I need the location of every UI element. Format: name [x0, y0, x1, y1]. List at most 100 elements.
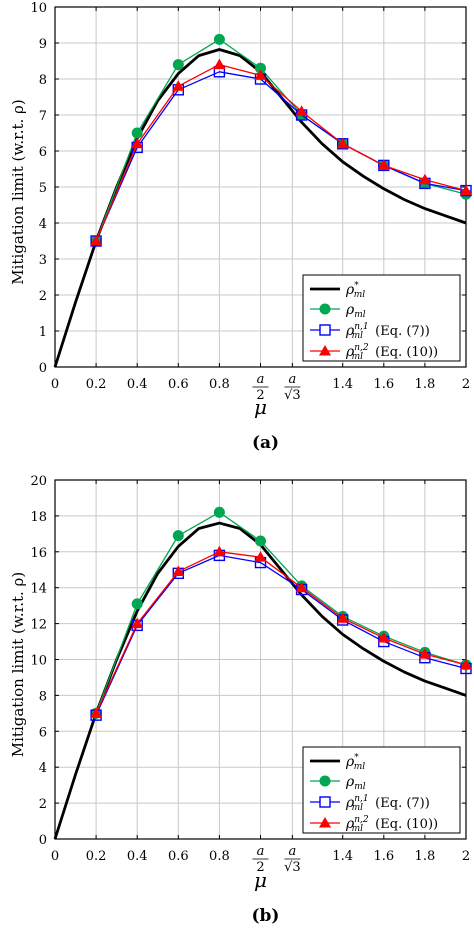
data-point — [131, 598, 143, 610]
data-point — [213, 545, 226, 557]
y-tick-label: 10 — [30, 654, 47, 669]
series-line — [95, 71, 467, 242]
data-point — [460, 658, 472, 670]
x-tick-label: 1.6 — [373, 849, 394, 864]
legend-marker — [319, 796, 331, 808]
x-tick-label: 1.6 — [373, 377, 394, 392]
data-point — [172, 565, 185, 577]
x-tick-denominator: √3 — [284, 860, 301, 875]
y-tick-label: 2 — [39, 289, 47, 304]
data-point — [131, 617, 144, 629]
x-tick-label-fraction: a√3 — [284, 372, 301, 403]
y-tick-label: 20 — [30, 474, 47, 489]
data-point — [336, 612, 349, 623]
x-tick-label: 0.2 — [86, 849, 107, 864]
y-tick-label: 8 — [39, 73, 47, 88]
data-point — [295, 105, 308, 116]
legend-label: ρml — [345, 302, 366, 320]
data-point — [377, 159, 390, 170]
data-point — [213, 506, 225, 518]
data-point — [90, 235, 103, 246]
data-point — [254, 551, 267, 562]
x-tick-label: 0.4 — [127, 849, 148, 864]
y-tick-label: 7 — [39, 109, 47, 124]
series-3 — [90, 545, 472, 718]
y-tick-label: 10 — [30, 1, 47, 16]
x-axis-label: μ — [254, 395, 267, 419]
y-tick-label: 16 — [30, 546, 47, 561]
x-tick-label: 1.4 — [332, 849, 353, 864]
y-tick-label: 14 — [30, 582, 47, 597]
y-tick-label: 6 — [39, 725, 47, 740]
x-tick-numerator: a — [257, 844, 265, 859]
legend-label: ρn,1 ml (Eq. (7)) — [345, 794, 430, 813]
y-tick-label: 1 — [39, 325, 47, 340]
x-tick-label: 1.4 — [332, 377, 353, 392]
data-point — [90, 707, 103, 718]
data-point — [213, 33, 225, 45]
y-tick-label: 18 — [30, 510, 47, 525]
y-tick-label: 6 — [39, 145, 47, 160]
data-point — [460, 184, 472, 196]
chart-panel-b: 0 0.2 0.4 0.6 0.8 a2a√31.4 1.6 1.8 2024681012141… — [9, 474, 472, 926]
x-tick-label-fraction: a2 — [252, 372, 269, 403]
data-point — [255, 62, 266, 74]
x-tick-label: 0 — [51, 377, 59, 392]
x-tick-numerator: a — [257, 372, 265, 387]
x-tick-label: 0 — [51, 849, 59, 864]
y-tick-label: 8 — [39, 689, 47, 704]
data-point — [336, 137, 349, 149]
data-point — [377, 631, 390, 643]
legend-label: ρn,2 ml (Eq. (10)) — [345, 815, 438, 834]
y-tick-label: 9 — [39, 37, 47, 52]
data-point — [295, 581, 308, 593]
series-1 — [90, 33, 472, 247]
x-tick-label: 0.4 — [127, 377, 148, 392]
series-line — [95, 551, 467, 714]
data-point — [172, 59, 184, 71]
x-tick-label: 0.2 — [86, 377, 107, 392]
data-point — [418, 648, 431, 659]
y-tick-label: 0 — [39, 833, 47, 848]
legend: ρ* ml ρml ρn,1 ml (Eq. (7)) ρn,2 ml (Eq. (10)) — [302, 274, 461, 362]
legend-marker — [319, 324, 331, 336]
series-line — [95, 554, 467, 716]
x-axis-label: μ — [254, 868, 267, 892]
data-point — [213, 58, 226, 70]
x-tick-label: 0.8 — [209, 849, 230, 864]
x-tick-denominator: 2 — [256, 860, 264, 875]
legend-label: ρml — [345, 774, 366, 792]
y-tick-label: 3 — [39, 253, 47, 268]
legend: ρ* ml ρml ρn,1 ml (Eq. (7)) ρn,2 ml (Eq. (10)) — [302, 746, 461, 834]
series-line — [95, 511, 467, 714]
x-tick-label: 2 — [462, 849, 470, 864]
x-tick-label: 1.8 — [415, 377, 436, 392]
data-point — [172, 530, 184, 542]
x-tick-numerator: a — [288, 372, 296, 387]
legend-label: ρ* ml — [345, 753, 365, 772]
legend-label: ρn,2 ml (Eq. (10)) — [345, 343, 438, 362]
legend-marker — [319, 303, 331, 315]
panel-label: (b) — [252, 906, 280, 926]
y-tick-label: 0 — [39, 361, 47, 376]
legend-label: ρn,1 ml (Eq. (7)) — [345, 322, 430, 341]
series-2 — [90, 549, 472, 721]
x-tick-label: 0.8 — [209, 377, 230, 392]
y-tick-label: 4 — [39, 217, 47, 232]
chart-panel-a: 0 0.2 0.4 0.6 0.8 a2 a√3 1.4 1.6 1.8 2 0 1 2 3 4 5 6 7 8 9 10… — [9, 1, 472, 453]
data-point — [255, 535, 266, 547]
x-tick-label: 0.6 — [168, 849, 189, 864]
y-tick-label: 4 — [39, 761, 47, 776]
x-tick-label: 2 — [462, 377, 470, 392]
data-point — [172, 80, 185, 91]
x-tick-label-fraction: a√3 — [284, 844, 301, 875]
data-point — [131, 127, 143, 139]
series-line — [95, 63, 467, 242]
y-tick-label: 5 — [39, 181, 47, 196]
x-tick-label-fraction: a2 — [252, 844, 269, 875]
y-tick-label: 2 — [39, 797, 47, 812]
legend-marker — [319, 817, 331, 828]
data-point — [418, 173, 431, 185]
x-tick-label: 0.6 — [168, 377, 189, 392]
